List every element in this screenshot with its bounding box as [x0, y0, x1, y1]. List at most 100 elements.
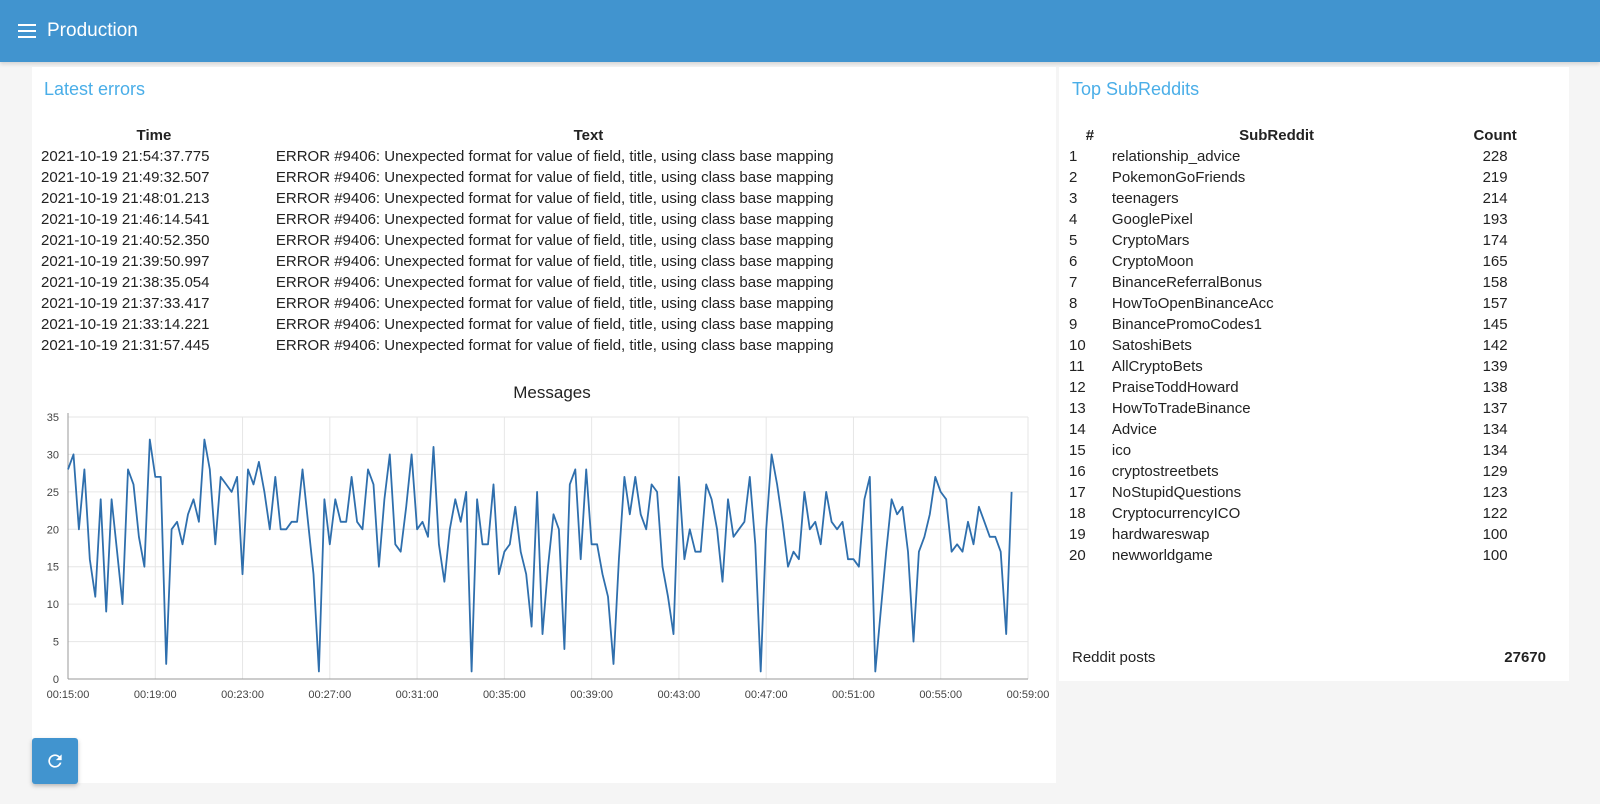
subreddit-rank: 12	[1069, 379, 1086, 396]
app-bar: Production	[0, 0, 1600, 62]
top-subreddits-panel: Top SubReddits # SubReddit Count 1 relati…	[1059, 67, 1569, 681]
subreddit-row: 7 BinanceReferralBonus 158	[1069, 272, 1549, 293]
subreddit-count: 214	[1482, 190, 1508, 207]
x-tick-label: 00:55:00	[919, 689, 962, 701]
app-title: Production	[47, 20, 138, 41]
subreddit-rank: 14	[1069, 421, 1086, 438]
subreddit-name: newworldgame	[1111, 547, 1213, 564]
subreddit-count: 219	[1482, 169, 1508, 186]
subreddit-count: 228	[1482, 148, 1508, 165]
x-tick-label: 00:47:00	[745, 689, 788, 701]
subreddit-row: 9 BinancePromoCodes1 145	[1069, 314, 1549, 335]
error-row: 2021-10-19 21:49:32.507 ERROR #9406: Unex…	[41, 167, 901, 188]
x-tick-label: 00:27:00	[308, 689, 351, 701]
y-tick-label: 35	[47, 412, 59, 424]
subreddits-header-row: # SubReddit Count	[1069, 125, 1549, 146]
subreddit-count: 134	[1482, 421, 1508, 438]
y-tick-label: 20	[47, 524, 59, 536]
subreddits-table: # SubReddit Count 1 relationship_advice 22…	[1069, 125, 1549, 566]
y-tick-label: 5	[53, 637, 59, 649]
subreddit-row: 12 PraiseToddHoward 138	[1069, 377, 1549, 398]
latest-errors-panel: Latest errors Time Text 2021-10-19 21:54…	[32, 67, 1056, 783]
x-tick-label: 00:51:00	[832, 689, 875, 701]
error-time: 2021-10-19 21:49:32.507	[41, 169, 210, 186]
x-tick-label: 00:35:00	[483, 689, 526, 701]
error-text: ERROR #9406: Unexpected format for value…	[275, 148, 834, 165]
subreddit-count: 158	[1482, 274, 1508, 291]
subreddit-rank: 18	[1069, 505, 1086, 522]
y-tick-label: 30	[47, 449, 59, 461]
subreddit-name: PraiseToddHoward	[1111, 379, 1239, 396]
chart-title: Messages	[513, 383, 590, 402]
subreddit-row: 11 AllCryptoBets 139	[1069, 356, 1549, 377]
subreddit-rank: 11	[1069, 358, 1085, 375]
subreddit-name: hardwareswap	[1111, 526, 1210, 543]
error-time: 2021-10-19 21:39:50.997	[41, 253, 210, 270]
subreddit-name: teenagers	[1111, 190, 1179, 207]
errors-table: Time Text 2021-10-19 21:54:37.775 ERROR #…	[41, 125, 901, 356]
subreddit-name: CryptoMoon	[1111, 253, 1194, 270]
error-row: 2021-10-19 21:37:33.417 ERROR #9406: Unex…	[41, 293, 901, 314]
error-text: ERROR #9406: Unexpected format for value…	[275, 316, 834, 333]
refresh-icon	[48, 754, 62, 768]
error-row: 2021-10-19 21:31:57.445 ERROR #9406: Unex…	[41, 335, 901, 356]
subreddit-rank: 3	[1069, 190, 1078, 207]
subreddit-count: 157	[1482, 295, 1508, 312]
error-text: ERROR #9406: Unexpected format for value…	[275, 295, 834, 312]
subreddit-rank: 15	[1069, 442, 1086, 459]
refresh-button[interactable]	[32, 738, 78, 784]
error-text: ERROR #9406: Unexpected format for value…	[275, 337, 834, 354]
subreddit-name: SatoshiBets	[1111, 337, 1192, 354]
subreddit-rank: 1	[1069, 148, 1078, 165]
error-row: 2021-10-19 21:40:52.350 ERROR #9406: Unex…	[41, 230, 901, 251]
error-row: 2021-10-19 21:54:37.775 ERROR #9406: Unex…	[41, 146, 901, 167]
error-row: 2021-10-19 21:46:14.541 ERROR #9406: Unex…	[41, 209, 901, 230]
subreddit-name: HowToOpenBinanceAcc	[1111, 295, 1274, 312]
subreddit-name: BinancePromoCodes1	[1111, 316, 1262, 333]
subreddit-count: 138	[1482, 379, 1508, 396]
top-subreddits-title: Top SubReddits	[1072, 79, 1200, 99]
error-time: 2021-10-19 21:38:35.054	[41, 274, 210, 291]
subreddit-row: 3 teenagers 214	[1069, 188, 1549, 209]
error-text: ERROR #9406: Unexpected format for value…	[275, 274, 834, 291]
x-tick-label: 00:59:00	[1007, 689, 1050, 701]
x-tick-label: 00:43:00	[657, 689, 700, 701]
subreddit-rank: 17	[1069, 484, 1086, 501]
subreddit-rank: 2	[1069, 169, 1078, 186]
subreddit-count: 129	[1482, 463, 1508, 480]
y-tick-label: 25	[47, 487, 59, 499]
subreddit-row: 16 cryptostreetbets 129	[1069, 461, 1549, 482]
subreddit-rank: 19	[1069, 526, 1086, 543]
subreddit-row: 14 Advice 134	[1069, 419, 1549, 440]
error-time: 2021-10-19 21:37:33.417	[41, 295, 210, 312]
subreddit-row: 18 CryptocurrencyICO 122	[1069, 503, 1549, 524]
error-time: 2021-10-19 21:46:14.541	[41, 211, 210, 228]
subreddit-name: relationship_advice	[1111, 148, 1241, 165]
subreddit-row: 17 NoStupidQuestions 123	[1069, 482, 1549, 503]
errors-header-row: Time Text	[41, 125, 901, 146]
menu-icon[interactable]	[17, 21, 37, 41]
subreddit-count: 145	[1482, 316, 1508, 333]
subreddit-count: 165	[1482, 253, 1508, 270]
subreddit-count: 122	[1482, 505, 1508, 522]
subreddit-count: 123	[1482, 484, 1508, 501]
subreddit-row: 6 CryptoMoon 165	[1069, 251, 1549, 272]
subreddit-count: 139	[1482, 358, 1508, 375]
column-header-subreddit: SubReddit	[1239, 127, 1315, 144]
subreddit-rank: 16	[1069, 463, 1086, 480]
y-tick-label: 0	[53, 674, 59, 686]
subreddit-row: 13 HowToTradeBinance 137	[1069, 398, 1549, 419]
subreddit-rank: 7	[1069, 274, 1078, 291]
error-time: 2021-10-19 21:31:57.445	[41, 337, 210, 354]
subreddit-row: 10 SatoshiBets 142	[1069, 335, 1549, 356]
subreddit-name: cryptostreetbets	[1111, 463, 1219, 480]
reddit-posts-label: Reddit posts	[1072, 649, 1156, 666]
column-header-time: Time	[136, 127, 172, 144]
series-line-messages	[67, 438, 1013, 673]
subreddit-name: BinanceReferralBonus	[1111, 274, 1262, 291]
subreddit-row: 1 relationship_advice 228	[1069, 146, 1549, 167]
subreddit-row: 5 CryptoMars 174	[1069, 230, 1549, 251]
latest-errors-title: Latest errors	[44, 79, 146, 99]
column-header-text: Text	[573, 127, 604, 144]
subreddit-row: 2 PokemonGoFriends 219	[1069, 167, 1549, 188]
